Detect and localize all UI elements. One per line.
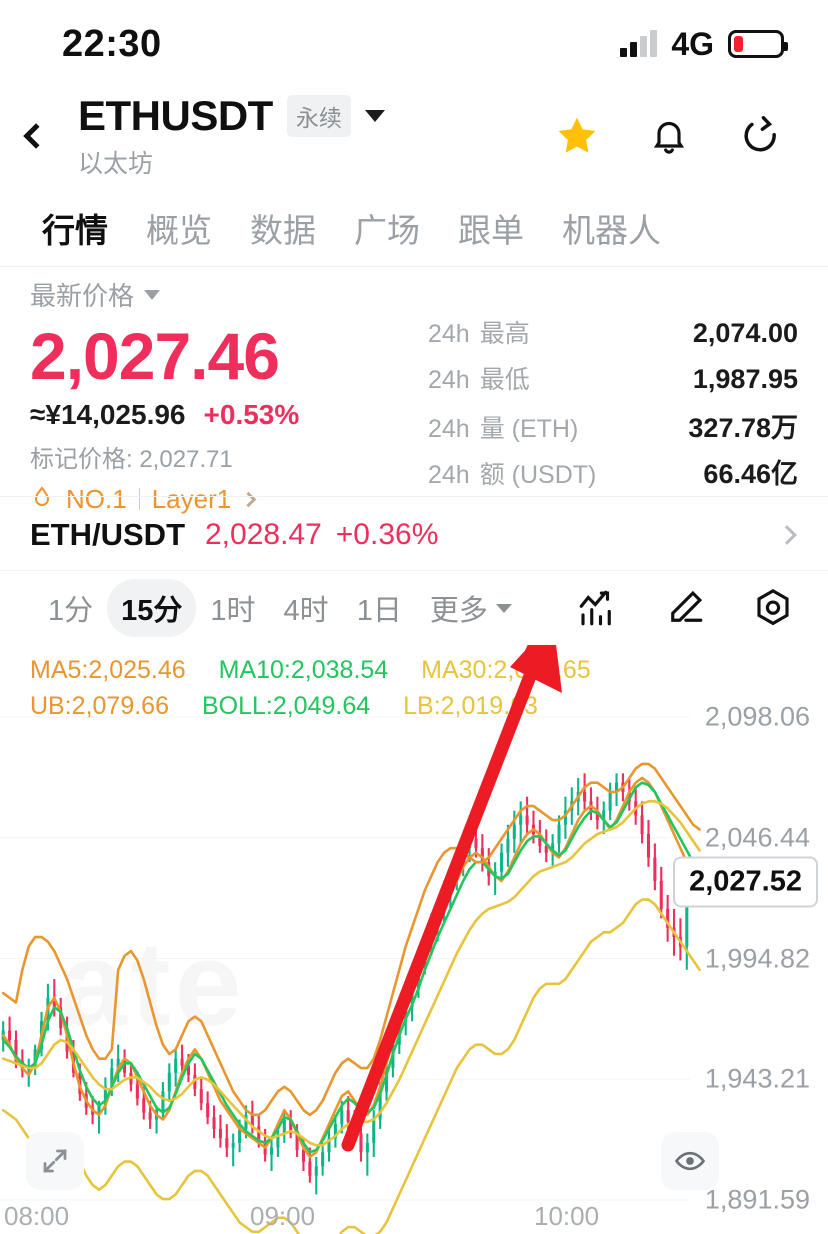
stat-row: 24h 额 (USDT) 66.46亿 (428, 452, 798, 489)
price-axis-tick: 1,891.59 (704, 1184, 810, 1215)
pencil-draw-icon[interactable] (662, 585, 708, 631)
tab-0[interactable]: 行情 (42, 212, 108, 249)
stat-key: 24h 量 (ETH) (428, 415, 579, 443)
time-axis-tick: 08:00 (4, 1201, 70, 1231)
status-bar: 22:30 4G (0, 0, 828, 88)
timeframe-1[interactable]: 15分 (107, 579, 197, 637)
navigation-header: ETHUSDT 永续 以太坊 (0, 88, 828, 184)
time-axis-tick: 09:00 (250, 1201, 316, 1231)
legend-boll: BOLL:2,049.64 (201, 691, 371, 720)
contract-type-badge: 永续 (286, 95, 351, 137)
timeframe-more-label: 更多 (429, 595, 488, 627)
legend-ub: UB:2,079.66 (30, 691, 169, 720)
last-price-selector[interactable]: 最新价格 (30, 276, 299, 313)
tab-2[interactable]: 数据 (250, 212, 316, 249)
page-title: ETHUSDT (78, 92, 273, 139)
tabs-divider (0, 266, 828, 267)
current-price-badge: 2,027.52 (673, 856, 818, 908)
price-axis: 2,098.06 2,046.44 1,994.82 1,943.21 1,891.59… (673, 645, 828, 1234)
legend-ma10: MA10:2,038.54 (218, 656, 389, 684)
chevron-down-icon (144, 289, 161, 300)
stat-key: 24h 最高 (428, 320, 530, 348)
symbol-subtitle: 以太坊 (78, 150, 154, 178)
stat-key: 24h 额 (USDT) (428, 461, 597, 489)
stat-value: 1,987.95 (692, 364, 798, 394)
timeframe-2[interactable]: 1时 (210, 595, 256, 627)
eye-visibility-button[interactable] (661, 1132, 719, 1190)
indicator-legend: MA5:2,025.46 MA10:2,038.54 MA30:2,052.65… (30, 653, 617, 724)
stat-value: 2,074.00 (692, 318, 798, 348)
chart-tool-buttons (574, 585, 796, 631)
category-label: Layer1 (151, 483, 232, 514)
alert-bell-button[interactable] (646, 113, 692, 159)
fiat-price-value: ≈¥14,025.96 (30, 398, 186, 430)
legend-lb: LB:2,019.63 (403, 691, 538, 720)
share-button[interactable] (738, 113, 784, 159)
timeframe-3[interactable]: 4时 (283, 595, 329, 627)
legend-ma30: MA30:2,052.65 (421, 656, 591, 684)
spot-change-value: +0.36% (335, 518, 439, 551)
status-indicators: 4G (620, 25, 788, 63)
rank-label: NO.1 (66, 483, 127, 514)
last-price-block: 最新价格 2,027.46 ≈¥14,025.96 +0.53% 标记价格: 2… (30, 276, 299, 515)
tab-4[interactable]: 跟单 (458, 212, 524, 249)
timeframe-0[interactable]: 1分 (48, 595, 94, 627)
timeframe-4[interactable]: 1日 (356, 595, 402, 627)
fullscreen-expand-button[interactable] (26, 1132, 84, 1190)
price-axis-tick: 2,046.44 (704, 822, 810, 853)
price-axis-tick: 2,098.06 (704, 701, 810, 732)
network-type-label: 4G (671, 25, 714, 62)
stat-row: 24h 最高 2,074.00 (428, 314, 798, 348)
settings-hexagon-icon[interactable] (750, 585, 796, 631)
price-axis-tick: 1,943.21 (704, 1063, 810, 1094)
change-percent-value: +0.53% (203, 398, 300, 430)
favorite-button[interactable] (554, 113, 600, 159)
tab-3[interactable]: 广场 (354, 212, 420, 249)
tab-1[interactable]: 概览 (146, 212, 212, 249)
legend-ma5: MA5:2,025.46 (30, 656, 186, 684)
timeframe-toolbar: 1分 15分 1时 4时 1日 更多 (0, 575, 828, 641)
mark-price-label: 标记价格: 2,027.71 (30, 445, 233, 473)
signal-bars-icon (620, 30, 658, 57)
section-tabs: 行情 概览 数据 广场 跟单 机器人 (0, 188, 828, 268)
spot-row-divider-bottom (0, 570, 828, 571)
indicator-chart-icon[interactable] (574, 585, 620, 631)
spot-row-divider-top (0, 496, 828, 497)
chevron-left-icon (23, 123, 49, 149)
back-button[interactable] (0, 88, 72, 184)
timeframe-more-button[interactable]: 更多 (416, 587, 512, 629)
tab-5[interactable]: 机器人 (562, 212, 661, 249)
symbol-block[interactable]: ETHUSDT 永续 以太坊 (78, 92, 385, 180)
legend-row-ma: MA5:2,025.46 MA10:2,038.54 MA30:2,052.65 (30, 653, 617, 689)
price-chart[interactable]: ate MA5:2,025.46 MA10:2,038.54 MA30:2,05… (0, 645, 828, 1234)
spot-market-row[interactable]: ETH/USDT 2,028.47 +0.36% (0, 500, 828, 570)
time-axis-tick: 10:00 (534, 1201, 600, 1231)
stat-row: 24h 最低 1,987.95 (428, 360, 798, 394)
last-price-label: 最新价格 (30, 281, 135, 311)
price-summary-panel: 最新价格 2,027.46 ≈¥14,025.96 +0.53% 标记价格: 2… (0, 276, 828, 514)
tag-separator (138, 488, 140, 511)
chevron-down-icon (495, 603, 512, 613)
status-time: 22:30 (62, 22, 162, 65)
time-axis: 08:00 09:00 10:00 (0, 1200, 828, 1234)
battery-low-icon (728, 30, 788, 58)
stat-value: 327.78万 (688, 413, 798, 443)
legend-row-boll: UB:2,079.66 BOLL:2,049.64 LB:2,019.63 (30, 689, 617, 725)
token-tags[interactable]: NO.1 Layer1 (30, 484, 299, 515)
stat-row: 24h 量 (ETH) 327.78万 (428, 406, 798, 443)
market-stats-list: 24h 最高 2,074.00 24h 最低 1,987.95 24h 量 (ETH) 327.… (428, 314, 798, 498)
chevron-right-icon (777, 525, 797, 545)
spot-price-value: 2,028.47 (205, 518, 322, 551)
price-axis-tick: 1,994.82 (704, 943, 810, 973)
chevron-down-icon[interactable] (364, 110, 385, 122)
stat-value: 66.46亿 (703, 459, 798, 489)
last-price-value: 2,027.46 (30, 319, 280, 393)
spot-pair-label: ETH/USDT (30, 517, 185, 552)
stat-key: 24h 最低 (428, 366, 530, 394)
header-actions (554, 113, 828, 159)
